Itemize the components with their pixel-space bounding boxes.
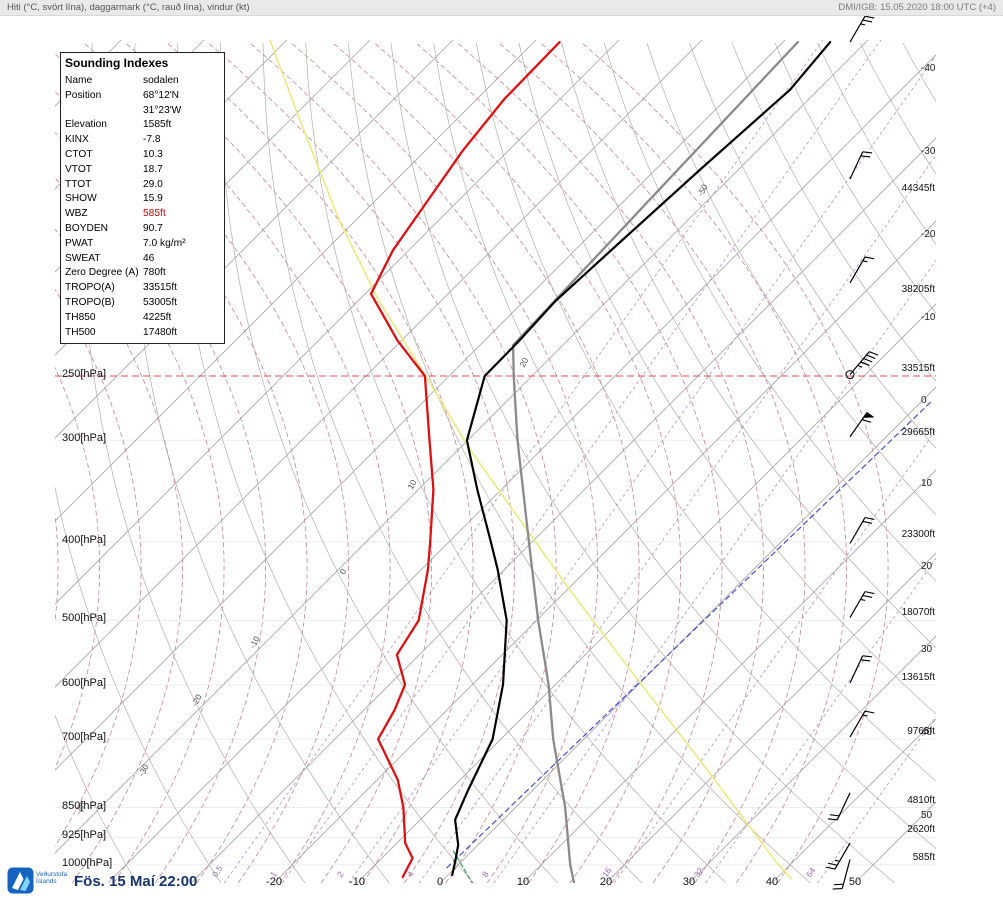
mixing-ratio-grid [223,40,936,883]
pressure-gridlines [55,439,936,866]
index-value: 33515ft [143,282,177,294]
index-value: 17480ft [143,326,177,338]
sounding-index-row: SHOW 15.9 [61,192,224,207]
isotherm-grid [55,40,936,883]
wind-barb [849,15,875,43]
index-value: 780ft [143,267,166,279]
index-label: VTOT [65,163,92,175]
yellow-reference-line [269,40,793,880]
wind-barb [849,655,873,684]
sounding-index-row: KINX -7.8 [61,133,224,148]
index-label: KINX [65,134,89,146]
sounding-index-row: BOYDEN 90.7 [61,222,224,237]
wind-barb [849,710,875,738]
wind-barb [827,792,851,821]
index-value: 53005ft [143,296,177,308]
sounding-index-row: VTOT 18.7 [61,163,224,178]
legend-text: Hiti (°C, svört lína), daggarmark (°C, r… [7,2,250,13]
index-label: TROPO(A) [65,282,115,294]
sounding-index-row: PWAT 7.0 kg/m² [61,237,224,252]
index-label: TROPO(B) [65,296,115,308]
sounding-index-row: SWEAT 46 [61,252,224,267]
index-value: 4225ft [143,311,172,323]
wind-barb [845,351,879,380]
sounding-index-row: Elevation 1585ft [61,118,224,133]
parcel-curve [511,40,799,883]
valid-time-label: Fös. 15 Maí 22:00 [74,873,198,890]
wind-barbs [825,15,879,890]
sounding-index-row: WBZ 585ft [61,207,224,222]
wind-barb [849,411,875,438]
sounding-index-row: TROPO(A) 33515ft [61,281,224,296]
index-value: 46 [143,252,155,264]
sounding-index-row: Zero Degree (A) 780ft [61,266,224,281]
index-label: BOYDEN [65,222,109,234]
wind-barb [825,842,851,870]
index-value: 7.0 kg/m² [143,237,186,249]
index-value: 1585ft [143,119,172,131]
surface-moist-segment [452,850,473,883]
panel-title: Sounding Indexes [65,56,169,70]
top-info-bar: Hiti (°C, svört lína), daggarmark (°C, r… [0,0,1003,16]
dewpoint-curve [369,40,561,879]
temperature-curve [451,40,832,877]
index-value: 18.7 [143,163,163,175]
sounding-index-row: TTOT 29.0 [61,178,224,193]
index-label: Zero Degree (A) [65,267,139,279]
model-run-timestamp: DMI/IGB: 15.05.2020 18:00 UTC (+4) [838,2,996,13]
index-value: 90.7 [143,222,163,234]
index-value: 68°12'N 31°23'W [143,89,182,116]
index-value: 29.0 [143,178,163,190]
wind-barb [849,151,873,180]
index-label: CTOT [65,148,93,160]
index-label: TTOT [65,178,92,190]
index-label: Elevation [65,119,107,131]
index-label: WBZ [65,208,88,220]
index-value: -7.8 [143,134,161,146]
index-value: 10.3 [143,148,163,160]
wind-barb [849,256,875,284]
index-value: 585ft [143,208,166,220]
index-label: SWEAT [65,252,101,264]
sounding-index-row: Name sodalen [61,74,224,89]
index-value: 15.9 [143,193,163,205]
index-label: TH850 [65,311,96,323]
wind-barb [832,859,851,890]
index-label: SHOW [65,193,97,205]
wind-barb [849,516,875,544]
sounding-indexes-rows: Name sodalen Position 68°12'N 31°23'W Elevat… [61,74,224,340]
freezing-isotherm-line [446,399,934,869]
sounding-index-row: TROPO(B) 53005ft [61,296,224,311]
sounding-index-row: TH850 4225ft [61,311,224,326]
wind-barb [849,591,875,618]
index-label: Position [65,89,102,101]
index-label: TH500 [65,326,96,338]
sounding-index-row: Position 68°12'N 31°23'W [61,89,224,119]
index-label: Name [65,75,93,86]
met-office-logo [7,867,34,894]
met-office-name: Veðurstofa Íslands [36,871,68,885]
index-value: sodalen [143,75,179,86]
index-label: PWAT [65,237,94,249]
sounding-index-row: CTOT 10.3 [61,148,224,163]
sounding-index-row: TH500 17480ft [61,326,224,341]
sounding-indexes-panel: Sounding Indexes Name sodalen Position 68°1… [60,52,225,345]
